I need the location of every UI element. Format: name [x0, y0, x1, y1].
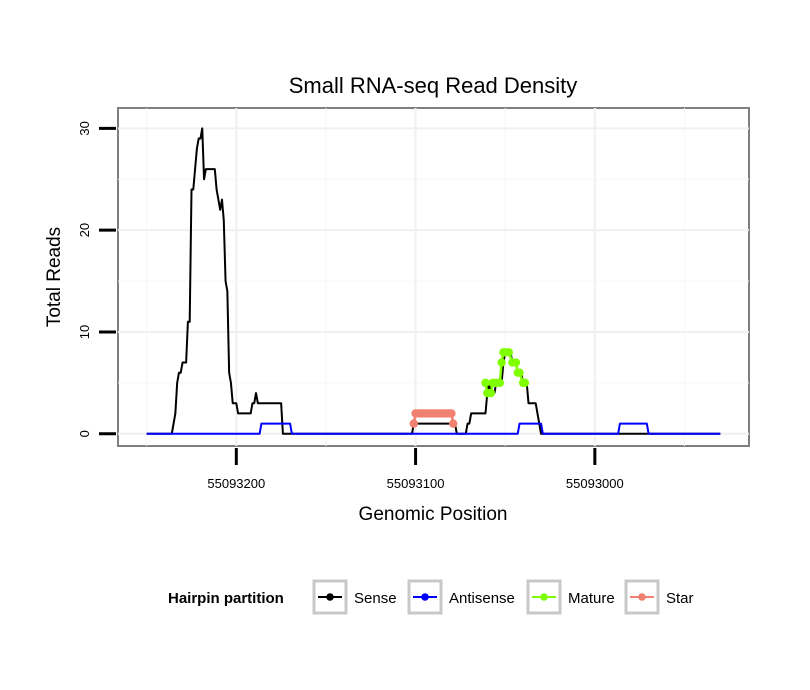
data-point-star — [409, 419, 418, 428]
series-layer — [146, 127, 721, 435]
y-tick-label: 20 — [77, 223, 92, 237]
data-point-star — [449, 419, 458, 428]
x-axis-title: Genomic Position — [359, 504, 508, 525]
data-point-mature — [497, 358, 506, 367]
series-line-antisense — [146, 422, 721, 435]
data-point-mature — [495, 378, 505, 388]
y-tick-label: 0 — [77, 430, 92, 437]
data-point-mature — [520, 378, 530, 388]
x-tick-label: 55093000 — [566, 476, 624, 491]
x-tick-label: 55093200 — [207, 476, 265, 491]
y-tick-label: 10 — [77, 325, 92, 339]
legend-label-sense: Sense — [354, 590, 397, 607]
legend-title: Hairpin partition — [168, 590, 284, 607]
data-point-mature — [515, 368, 524, 377]
data-point-mature — [481, 378, 490, 388]
plot-panel — [117, 107, 750, 447]
chart-title: Small RNA-seq Read Density — [289, 73, 578, 98]
legend-marker-antisense — [421, 593, 429, 601]
y-axis-title: Total Reads — [44, 227, 65, 327]
legend-marker-mature — [540, 593, 548, 601]
legend: Hairpin partition Sense Antisense Mature St… — [168, 579, 694, 615]
legend-label-mature: Mature — [568, 590, 615, 607]
legend-label-star: Star — [666, 590, 694, 607]
data-point-mature — [486, 388, 496, 398]
legend-label-antisense: Antisense — [449, 590, 515, 607]
data-point-mature — [511, 358, 521, 367]
data-point-mature — [504, 348, 513, 357]
axes: 0 10 20 30 55093200 55093100 55093000 — [77, 121, 624, 491]
data-point-star — [447, 409, 456, 418]
x-tick-label: 55093100 — [387, 476, 445, 491]
legend-marker-sense — [326, 593, 334, 601]
legend-marker-star — [638, 593, 646, 601]
y-tick-label: 30 — [77, 121, 92, 135]
